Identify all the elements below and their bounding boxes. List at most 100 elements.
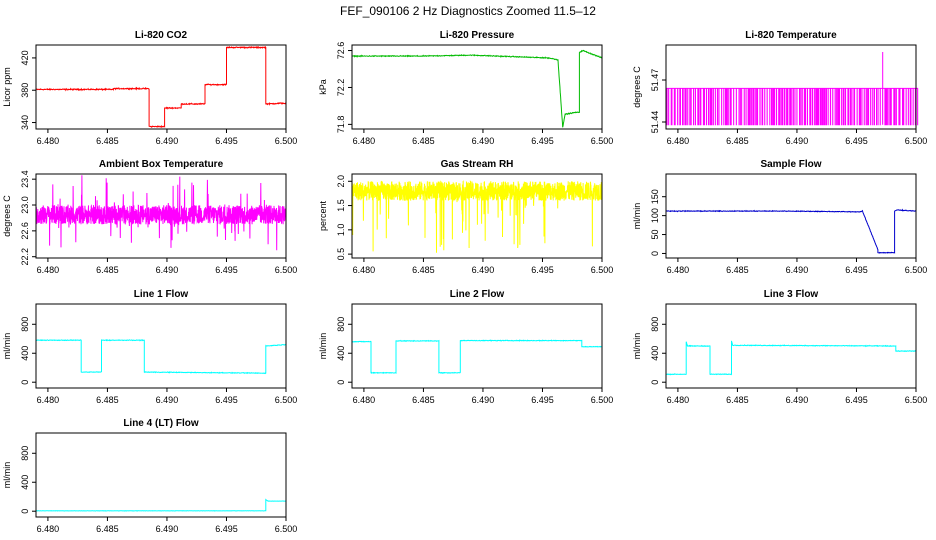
panels-container: Li-820 CO2 Licor ppm 6.480 6.485 6.490 6.495 6… xyxy=(2,30,927,534)
series-line xyxy=(665,340,917,376)
x-tick-label: 6.490 xyxy=(156,265,179,275)
chart-panel-1: Li-820 Pressure kPa 6.480 6.485 6.490 6.495 6.… xyxy=(318,30,613,146)
x-tick-label: 6.480 xyxy=(37,265,60,275)
panel-title: Line 1 Flow xyxy=(134,289,189,300)
panel-title: Li-820 Pressure xyxy=(440,30,515,41)
chart-panel-0: Li-820 CO2 Licor ppm 6.480 6.485 6.490 6.495 6… xyxy=(2,30,297,146)
plot-frame xyxy=(35,303,287,389)
series-line xyxy=(665,208,917,254)
x-tick-label: 6.480 xyxy=(37,524,60,534)
y-tick-label: 800 xyxy=(20,446,30,461)
y-tick-label: 100 xyxy=(650,208,660,223)
plot-frame xyxy=(351,173,603,259)
x-tick-label: 6.485 xyxy=(726,136,749,146)
panel-title: Line 4 (LT) Flow xyxy=(123,418,199,429)
y-tick-label: 800 xyxy=(336,317,346,332)
y-axis-label: Licor ppm xyxy=(2,67,12,107)
series-line xyxy=(351,49,603,128)
panel-title: Line 3 Flow xyxy=(764,289,819,300)
x-tick-label: 6.500 xyxy=(905,136,928,146)
series-line xyxy=(35,45,287,129)
x-tick-label: 6.485 xyxy=(96,395,119,405)
x-tick-label: 6.490 xyxy=(156,395,179,405)
y-tick-label: 51.47 xyxy=(650,69,660,92)
y-tick-label: 22.6 xyxy=(20,222,30,240)
x-tick-label: 6.490 xyxy=(472,265,495,275)
x-tick-label: 6.490 xyxy=(786,136,809,146)
y-axis-label: ml/min xyxy=(318,333,328,360)
chart-panel-9: Line 4 (LT) Flow ml/min 6.480 6.485 6.490 6.4… xyxy=(2,418,297,534)
panel-title: Sample Flow xyxy=(760,159,821,170)
series-line xyxy=(666,52,919,126)
y-tick-label: 71.8 xyxy=(336,116,346,134)
x-tick-label: 6.490 xyxy=(156,136,179,146)
x-tick-label: 6.500 xyxy=(591,265,614,275)
x-tick-label: 6.495 xyxy=(215,524,238,534)
series-line xyxy=(35,338,287,375)
y-axis-label: degrees C xyxy=(632,66,642,108)
chart-panel-8: Line 3 Flow ml/min 6.480 6.485 6.490 6.495 6.5… xyxy=(632,289,927,405)
x-tick-label: 6.480 xyxy=(353,265,376,275)
y-tick-label: 0 xyxy=(20,380,30,385)
plot-frame xyxy=(35,173,287,259)
y-tick-label: 400 xyxy=(650,346,660,361)
y-axis-label: kPa xyxy=(318,79,328,95)
x-tick-label: 6.480 xyxy=(353,395,376,405)
chart-panel-2: Li-820 Temperature degrees C 6.480 6.485 6.4… xyxy=(632,30,927,146)
y-tick-label: 150 xyxy=(650,189,660,204)
series-line xyxy=(35,175,287,251)
x-tick-label: 6.485 xyxy=(726,265,749,275)
x-tick-label: 6.480 xyxy=(667,136,690,146)
series-line xyxy=(35,498,287,512)
chart-panel-7: Line 2 Flow ml/min 6.480 6.485 6.490 6.495 6.5… xyxy=(318,289,613,405)
chart-panel-5: Sample Flow ml/min 6.480 6.485 6.490 6.495 6.5… xyxy=(632,159,927,275)
x-tick-label: 6.495 xyxy=(531,136,554,146)
y-axis-label: ml/min xyxy=(2,333,12,360)
x-tick-label: 6.490 xyxy=(472,136,495,146)
panel-title: Line 2 Flow xyxy=(450,289,505,300)
y-axis-label: ml/min xyxy=(2,462,12,489)
x-tick-label: 6.500 xyxy=(591,395,614,405)
plot-frame xyxy=(35,432,287,518)
y-tick-label: 0 xyxy=(650,380,660,385)
series-line xyxy=(351,180,603,253)
y-tick-label: 50 xyxy=(650,230,660,240)
x-tick-label: 6.490 xyxy=(472,395,495,405)
x-tick-label: 6.495 xyxy=(845,265,868,275)
y-tick-label: 400 xyxy=(336,346,346,361)
y-axis-label: ml/min xyxy=(632,333,642,360)
x-tick-label: 6.485 xyxy=(96,524,119,534)
x-tick-label: 6.480 xyxy=(667,265,690,275)
y-tick-label: 0 xyxy=(20,509,30,514)
y-tick-label: 23.4 xyxy=(20,170,30,188)
panel-title: Ambient Box Temperature xyxy=(99,159,224,170)
x-tick-label: 6.480 xyxy=(37,136,60,146)
x-tick-label: 6.495 xyxy=(215,136,238,146)
chart-panel-4: Gas Stream RH percent 6.480 6.485 6.490 6.495… xyxy=(318,159,613,275)
series-line xyxy=(351,339,603,375)
panel-title: Gas Stream RH xyxy=(441,159,514,170)
y-tick-label: 800 xyxy=(20,317,30,332)
plot-frame xyxy=(665,303,917,389)
panel-title: Li-820 CO2 xyxy=(135,30,188,41)
y-axis-label: ml/min xyxy=(632,203,642,230)
y-tick-label: 0.5 xyxy=(336,248,346,261)
plot-frame xyxy=(351,303,603,389)
y-tick-label: 1.5 xyxy=(336,199,346,212)
x-tick-label: 6.485 xyxy=(726,395,749,405)
y-tick-label: 400 xyxy=(20,346,30,361)
x-tick-label: 6.500 xyxy=(275,395,298,405)
y-tick-label: 51.44 xyxy=(650,111,660,134)
x-tick-label: 6.485 xyxy=(96,136,119,146)
x-tick-label: 6.490 xyxy=(786,395,809,405)
plot-frame xyxy=(665,44,917,130)
x-tick-label: 6.495 xyxy=(215,395,238,405)
y-tick-label: 2.0 xyxy=(336,175,346,188)
x-tick-label: 6.480 xyxy=(353,136,376,146)
y-axis-label: percent xyxy=(318,200,328,231)
x-tick-label: 6.495 xyxy=(845,136,868,146)
plot-frame xyxy=(665,173,917,259)
x-tick-label: 6.485 xyxy=(412,265,435,275)
x-tick-label: 6.480 xyxy=(667,395,690,405)
